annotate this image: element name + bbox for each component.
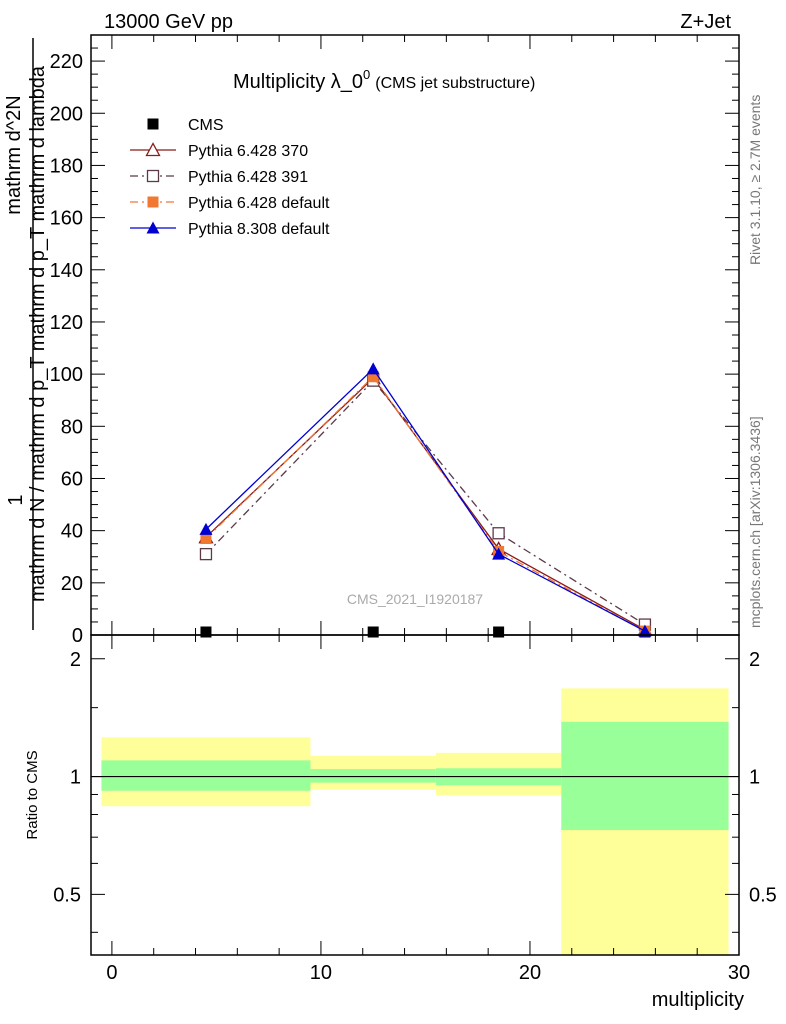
main-y-tick-label: 200 — [50, 103, 83, 125]
legend: CMS Pythia 6.428 370 Pythia 6.428 391 Pythi… — [130, 117, 330, 238]
series-2-point — [492, 527, 505, 540]
rivet-label: Rivet 3.1.10, ≥ 2.7M events — [747, 95, 763, 265]
main-y-tick-label: 220 — [50, 51, 83, 73]
x-axis-label: multiplicity — [652, 989, 744, 1011]
analysis-watermark: CMS_2021_I1920187 — [347, 591, 483, 607]
main-y-label: 1 mathrm d^2N mathrm d N / mathrm d p_T … — [3, 38, 49, 630]
process-label: Z+Jet — [680, 11, 731, 33]
legend-marker — [145, 142, 161, 157]
main-y-tick-label: 140 — [50, 260, 83, 282]
legend-marker — [146, 169, 160, 183]
main-y-tick-label: 60 — [61, 468, 83, 490]
ratio-y-label: Ratio to CMS — [24, 750, 41, 839]
mcplots-label: mcplots.cern.ch [arXiv:1306.3436] — [747, 416, 763, 628]
series-2-point — [199, 547, 213, 561]
main-y-label-numerator: 1 — [5, 494, 27, 505]
main-y-tick-label: 20 — [61, 573, 83, 595]
x-tick-label: 20 — [519, 962, 541, 984]
legend-entry-label: Pythia 6.428 default — [188, 195, 330, 212]
main-title-text: Multiplicity λ_0 — [233, 71, 363, 93]
main-y-tick-label: 100 — [50, 364, 83, 386]
legend-marker — [146, 221, 160, 234]
x-tick-label: 0 — [106, 962, 117, 984]
ratio-stat-band — [101, 760, 311, 791]
series-0-point — [200, 626, 212, 638]
main-title: Multiplicity λ_00 (CMS jet substructure) — [233, 67, 535, 93]
main-y-tick-label: 80 — [61, 416, 83, 438]
series-0-point — [493, 626, 505, 638]
main-title-superscript: 0 — [363, 67, 370, 82]
series-4-point — [492, 547, 506, 560]
ratio-y-tick-label-right: 0.5 — [749, 884, 777, 906]
main-series — [198, 362, 653, 638]
ratio-y-tick-label-right: 2 — [749, 649, 760, 671]
legend-entry-label: Pythia 6.428 391 — [188, 169, 308, 186]
series-line-4 — [205, 367, 646, 632]
energy-label: 13000 GeV pp — [104, 11, 233, 33]
ratio-plot-frame — [90, 634, 740, 956]
ratio-y-tick-label: 2 — [70, 649, 81, 671]
legend-marker — [147, 118, 159, 130]
ratio-bands — [101, 688, 729, 955]
main-y-label-top: mathrm d^2N — [3, 95, 25, 214]
ratio-y-tick-label-right: 1 — [749, 767, 760, 789]
main-y-label-denominator: mathrm d N / mathrm d p_T mathrm d p_T m… — [27, 65, 49, 602]
ratio-plot: 0.5 0.51 12 20 10 20 30 Ratio to CMS multiplic… — [24, 634, 777, 1011]
ratio-stat-band — [561, 721, 729, 831]
main-plot: 0 20 40 60 80 100 120 140 160 180 200 220 Multiplic… — [3, 34, 740, 647]
ratio-y-tick-label: 1 — [70, 767, 81, 789]
legend-entry-label: Pythia 8.308 default — [188, 221, 330, 238]
series-line-2 — [205, 379, 646, 626]
series-4-point — [199, 522, 213, 535]
series-0-point — [367, 626, 379, 638]
legend-entry-label: Pythia 6.428 370 — [188, 143, 308, 160]
series-4-point — [638, 624, 652, 637]
main-y-tick-label: 160 — [50, 208, 83, 230]
x-tick-label: 30 — [728, 962, 750, 984]
ratio-stat-band — [310, 769, 436, 783]
ratio-y-tick-label: 0.5 — [53, 884, 81, 906]
main-y-tick-label: 40 — [61, 521, 83, 543]
legend-marker — [147, 196, 159, 208]
main-y-tick-label: 0 — [72, 625, 83, 647]
series-line-1 — [205, 377, 646, 631]
legend-entry-label: CMS — [188, 117, 224, 134]
main-y-tick-label: 120 — [50, 312, 83, 334]
main-axis-ticks: 0 20 40 60 80 100 120 140 160 180 200 220 — [50, 34, 740, 647]
series-4-point — [366, 362, 380, 375]
series-3-point — [367, 371, 379, 383]
x-tick-label: 10 — [310, 962, 332, 984]
series-3-point — [200, 532, 212, 544]
main-y-tick-label: 180 — [50, 155, 83, 177]
main-title-note: (CMS jet substructure) — [375, 75, 535, 92]
